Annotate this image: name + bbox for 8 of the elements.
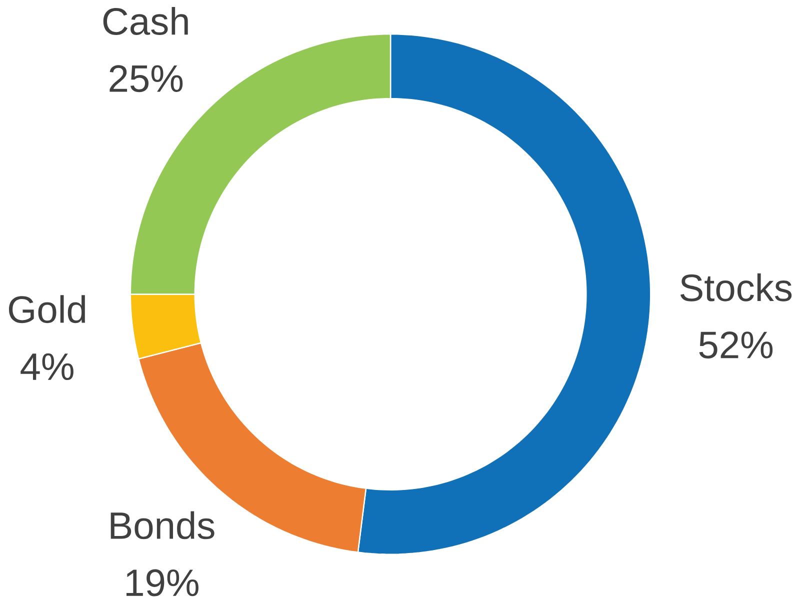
slice-label: Stocks: [680, 273, 792, 302]
data-label: 4%: [20, 353, 74, 380]
slice-label: Cash: [103, 6, 188, 35]
data-label: 19%: [126, 569, 198, 596]
slice-label: Gold: [8, 294, 85, 323]
data-label: 52%: [699, 331, 773, 358]
slice-label: Bonds: [110, 511, 214, 540]
data-label: 25%: [110, 64, 183, 92]
